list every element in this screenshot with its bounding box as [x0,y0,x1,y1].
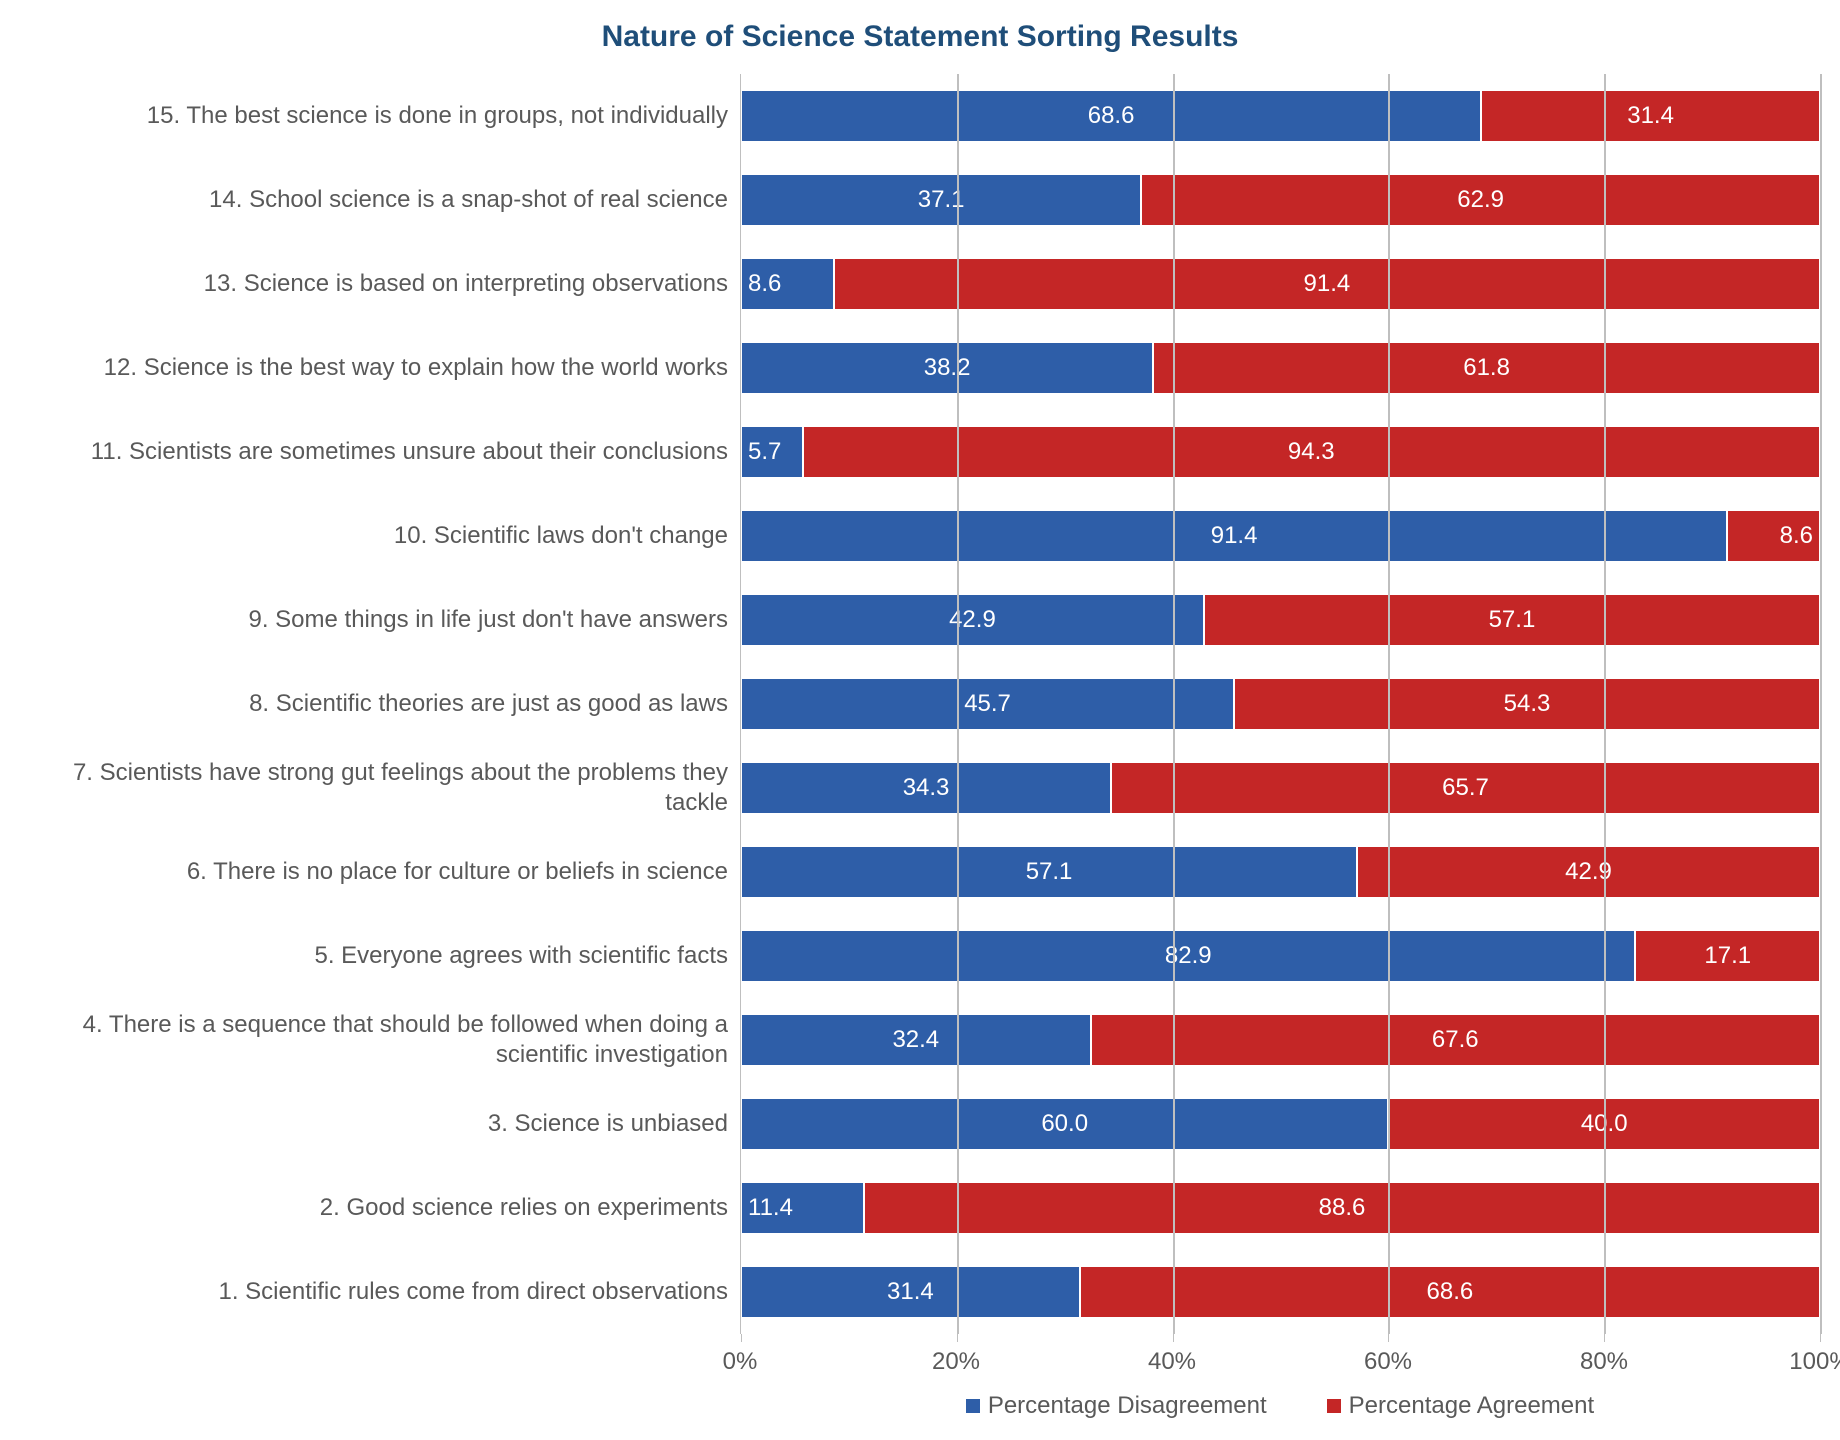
x-tick-mark [1173,1334,1174,1342]
x-tick-mark [741,1334,742,1342]
gridline [957,74,959,1334]
bar-segment-agree: 31.4 [1481,90,1820,142]
y-axis-label: 2. Good science relies on experiments [20,1166,728,1250]
bar-row: 82.917.1 [741,930,1820,982]
y-axis-labels: 15. The best science is done in groups, … [20,74,740,1334]
bar-segment-disagree: 8.6 [741,258,834,310]
bar-row: 42.957.1 [741,594,1820,646]
bar-row: 34.365.7 [741,762,1820,814]
bar-row: 37.162.9 [741,174,1820,226]
legend-swatch-agree [1327,1399,1341,1413]
bar-segment-disagree: 60.0 [741,1098,1388,1150]
y-axis-label: 1. Scientific rules come from direct obs… [20,1250,728,1334]
bar-row: 57.142.9 [741,846,1820,898]
bar-segment-disagree: 68.6 [741,90,1481,142]
x-tick-label: 40% [1148,1348,1196,1376]
legend-label-agree: Percentage Agreement [1349,1392,1595,1420]
y-axis-label: 14. School science is a snap-shot of rea… [20,158,728,242]
bar-row: 91.48.6 [741,510,1820,562]
bar-segment-disagree: 31.4 [741,1266,1080,1318]
x-tick-mark [957,1334,958,1342]
bar-segment-disagree: 34.3 [741,762,1111,814]
bar-row: 11.488.6 [741,1182,1820,1234]
y-axis-label: 11. Scientists are sometimes unsure abou… [20,410,728,494]
y-axis-label: 7. Scientists have strong gut feelings a… [20,746,728,830]
legend: Percentage Disagreement Percentage Agree… [740,1392,1820,1420]
x-axis: 0%20%40%60%80%100% [740,1342,1820,1382]
y-axis-label: 5. Everyone agrees with scientific facts [20,914,728,998]
bar-row: 8.691.4 [741,258,1820,310]
y-axis-label: 13. Science is based on interpreting obs… [20,242,728,326]
bar-segment-disagree: 45.7 [741,678,1234,730]
bar-segment-agree: 67.6 [1091,1014,1820,1066]
chart-body: 15. The best science is done in groups, … [20,74,1820,1420]
x-tick-label: 20% [932,1348,980,1376]
bar-segment-disagree: 82.9 [741,930,1635,982]
bar-segment-disagree: 11.4 [741,1182,864,1234]
y-axis-label: 8. Scientific theories are just as good … [20,662,728,746]
bar-row: 60.040.0 [741,1098,1820,1150]
y-axis-label: 9. Some things in life just don't have a… [20,578,728,662]
bar-segment-agree: 62.9 [1141,174,1820,226]
bar-segment-agree: 17.1 [1635,930,1820,982]
bar-segment-agree: 8.6 [1727,510,1820,562]
y-axis-label: 6. There is no place for culture or beli… [20,830,728,914]
plot-area: 68.631.437.162.98.691.438.261.85.794.391… [740,74,1820,1334]
y-axis-label: 3. Science is unbiased [20,1082,728,1166]
bar-segment-agree: 42.9 [1357,846,1820,898]
x-tick-label: 0% [723,1348,758,1376]
x-tick-mark [1604,1334,1605,1342]
x-tick-label: 60% [1364,1348,1412,1376]
bar-segment-disagree: 38.2 [741,342,1153,394]
bar-segment-disagree: 5.7 [741,426,803,478]
bar-segment-agree: 65.7 [1111,762,1820,814]
bar-segment-agree: 54.3 [1234,678,1820,730]
y-axis-label: 12. Science is the best way to explain h… [20,326,728,410]
bar-segment-disagree: 91.4 [741,510,1727,562]
bar-segment-agree: 57.1 [1204,594,1820,646]
x-tick-mark [1820,1334,1821,1342]
y-axis-label: 15. The best science is done in groups, … [20,74,728,158]
gridline [1604,74,1606,1334]
bar-segment-agree: 68.6 [1080,1266,1820,1318]
x-tick-mark [1388,1334,1389,1342]
bar-segment-agree: 94.3 [803,426,1820,478]
bar-segment-disagree: 42.9 [741,594,1204,646]
bar-segment-disagree: 57.1 [741,846,1357,898]
legend-label-disagree: Percentage Disagreement [988,1392,1267,1420]
gridline [1820,74,1822,1334]
bar-segment-disagree: 37.1 [741,174,1141,226]
bars-layer: 68.631.437.162.98.691.438.261.85.794.391… [741,74,1820,1334]
chart-container: Nature of Science Statement Sorting Resu… [20,20,1820,1420]
plot-area-wrap: 68.631.437.162.98.691.438.261.85.794.391… [740,74,1820,1420]
bar-segment-agree: 61.8 [1153,342,1820,394]
legend-item-disagree: Percentage Disagreement [966,1392,1267,1420]
chart-title: Nature of Science Statement Sorting Resu… [20,20,1820,54]
bar-row: 32.467.6 [741,1014,1820,1066]
bar-row: 5.794.3 [741,426,1820,478]
legend-swatch-disagree [966,1399,980,1413]
bar-row: 31.468.6 [741,1266,1820,1318]
bar-row: 38.261.8 [741,342,1820,394]
bar-segment-disagree: 32.4 [741,1014,1091,1066]
y-axis-label: 10. Scientific laws don't change [20,494,728,578]
gridline [1173,74,1175,1334]
gridline [1388,74,1390,1334]
bar-row: 68.631.4 [741,90,1820,142]
x-tick-label: 100% [1789,1348,1840,1376]
x-tick-label: 80% [1580,1348,1628,1376]
bar-segment-agree: 88.6 [864,1182,1820,1234]
bar-row: 45.754.3 [741,678,1820,730]
legend-item-agree: Percentage Agreement [1327,1392,1595,1420]
y-axis-label: 4. There is a sequence that should be fo… [20,998,728,1082]
bar-segment-agree: 91.4 [834,258,1820,310]
